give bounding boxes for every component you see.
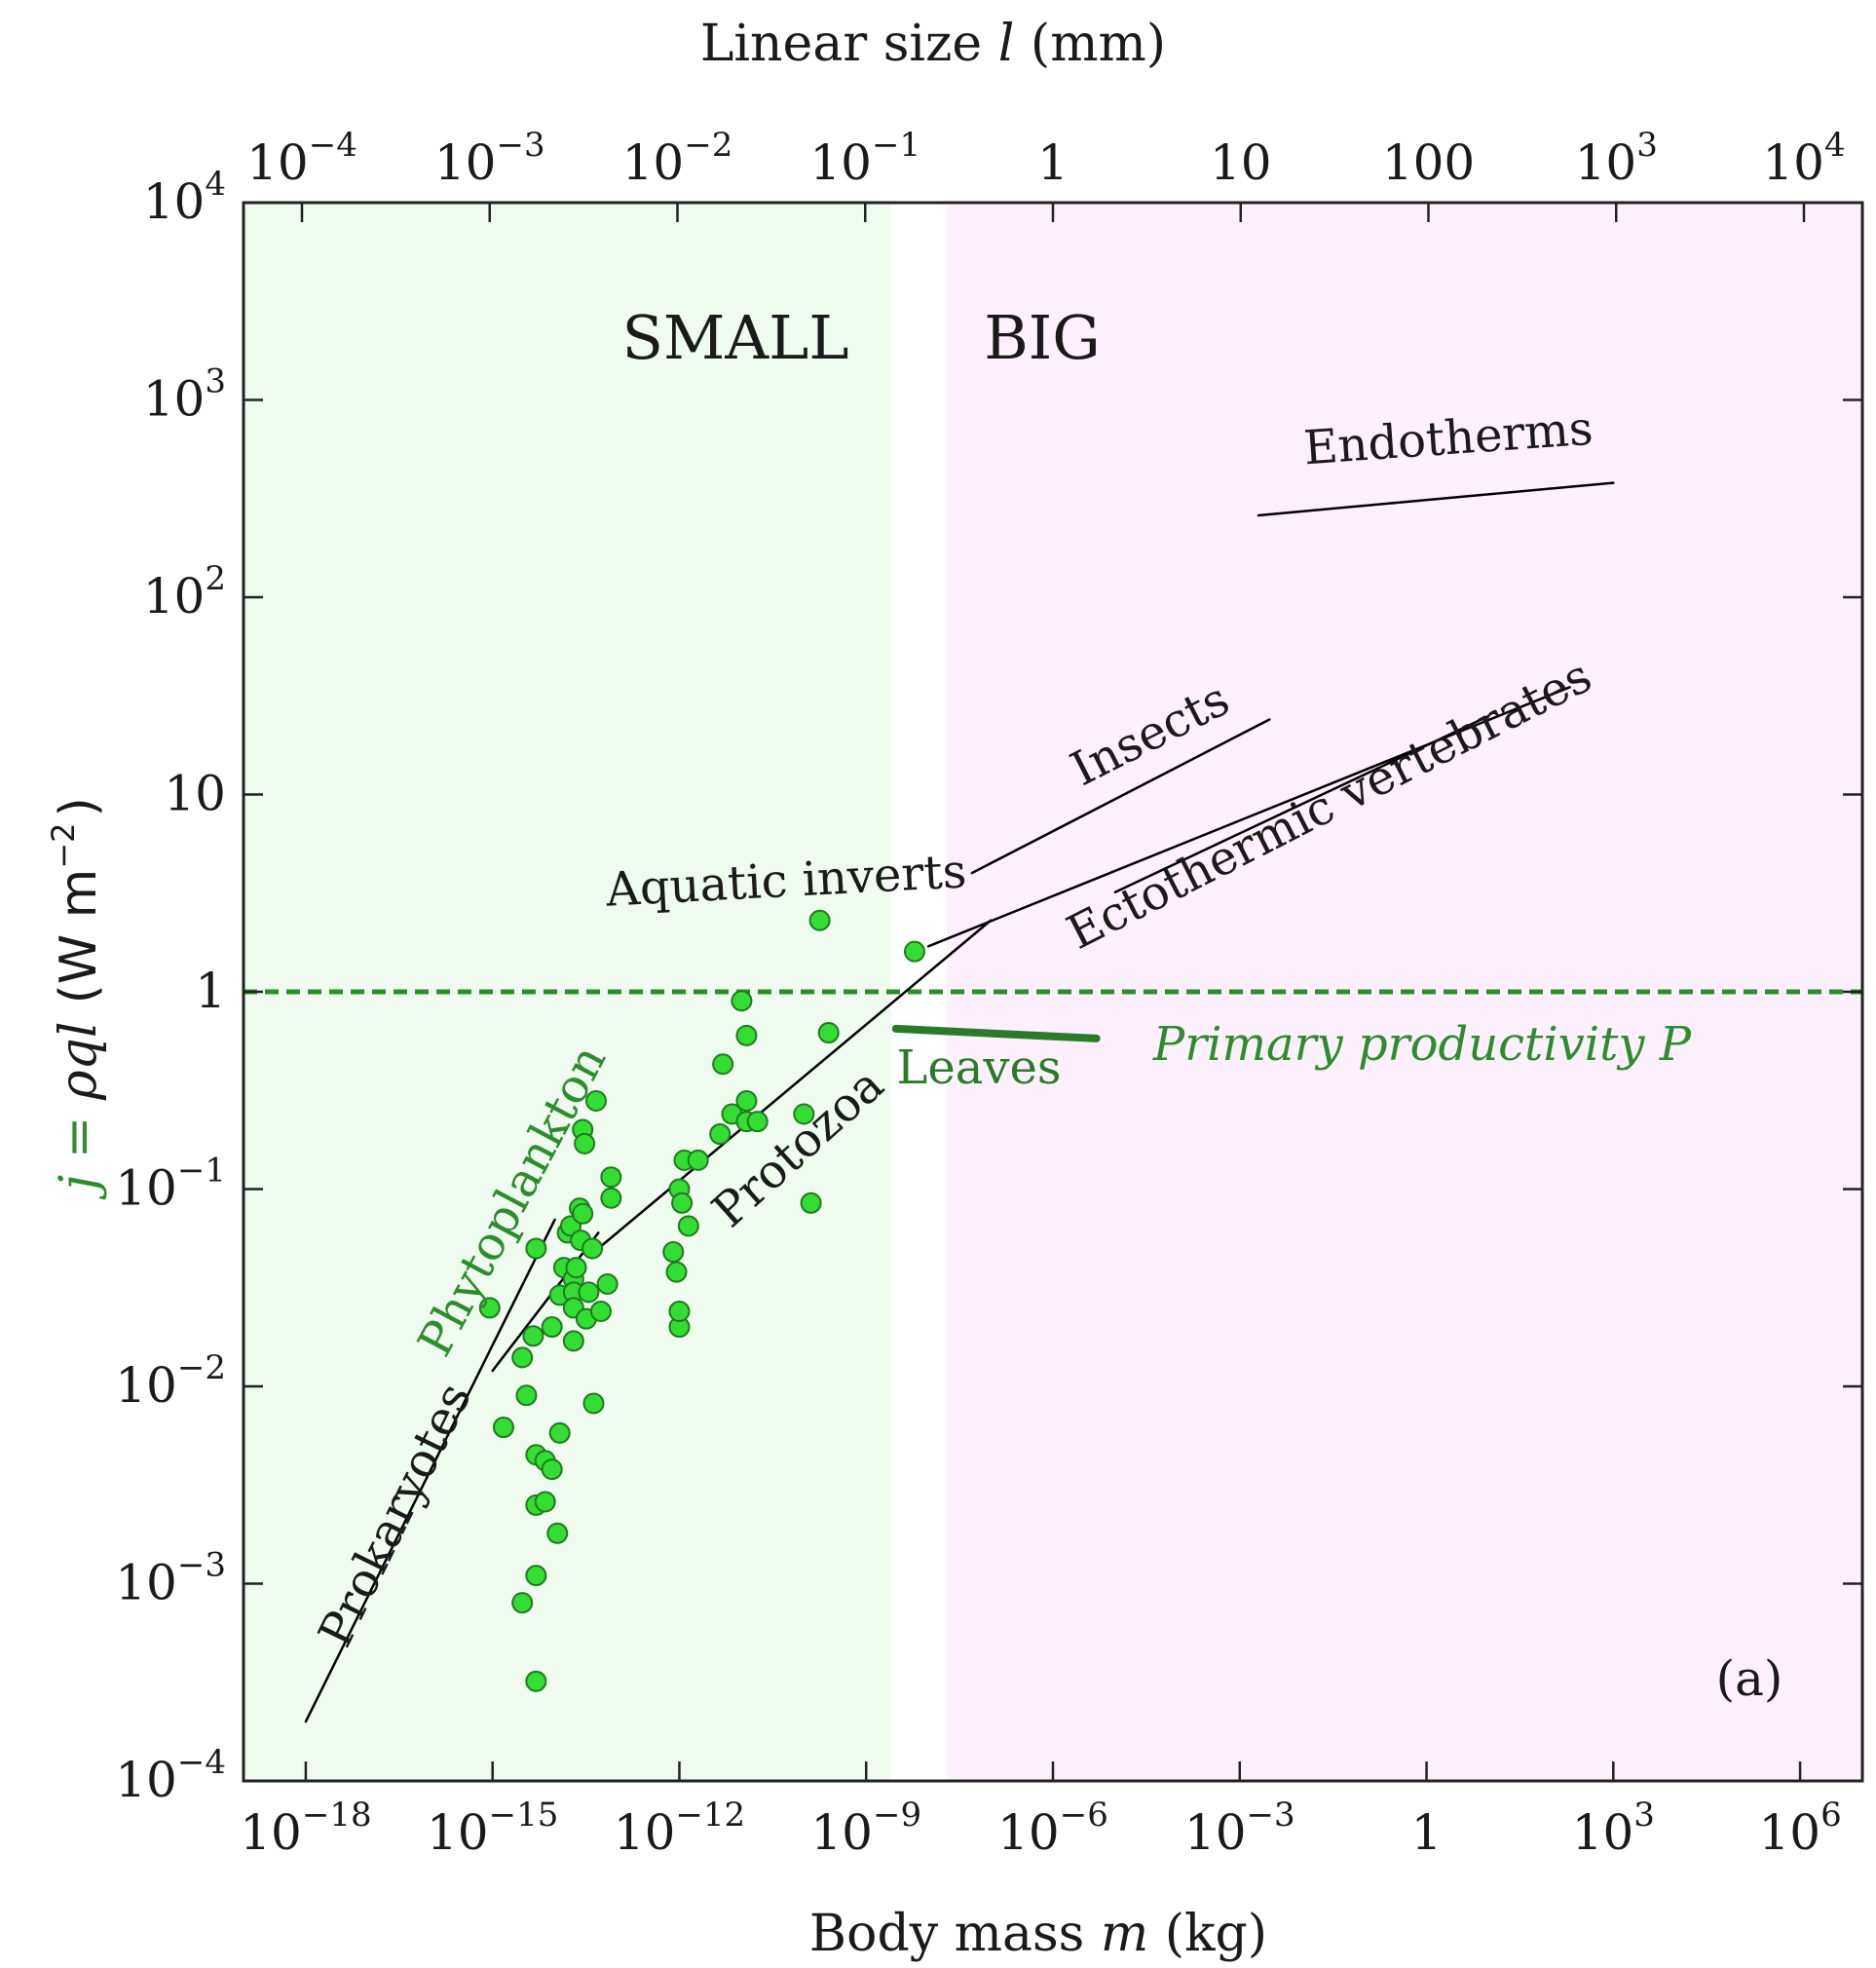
data-point [793, 1103, 815, 1125]
data-point [546, 1522, 569, 1544]
top-tick-label: 10−4 [246, 126, 357, 191]
data-point [668, 1301, 691, 1323]
data-point [712, 1053, 734, 1076]
data-point [534, 1491, 556, 1513]
data-point [731, 990, 753, 1012]
data-point [511, 1346, 534, 1369]
data-point [817, 1022, 840, 1044]
data-point [525, 1565, 547, 1587]
y-tick-label: 104 [143, 165, 226, 230]
top-tick-label: 10−3 [434, 126, 545, 191]
y-tick-label: 10−2 [115, 1348, 226, 1414]
data-point [596, 1273, 619, 1296]
data-point [589, 1301, 612, 1323]
top-tick-label: 103 [1575, 126, 1658, 191]
data-point [800, 1192, 822, 1214]
data-point [600, 1187, 622, 1209]
x-tick-label: 103 [1572, 1796, 1655, 1861]
top-tick-label: 10−1 [809, 126, 920, 191]
data-point [746, 1111, 769, 1133]
data-point [709, 1123, 732, 1146]
fit-line-ectothermic-vertebrates [926, 686, 1571, 948]
data-point [687, 1149, 709, 1171]
data-point [492, 1417, 514, 1439]
fit-line-ectothermic-vertebrates [1113, 714, 1490, 893]
x-tick-label: 10−12 [614, 1796, 745, 1861]
data-point [600, 1166, 622, 1189]
x-tick-label: 10−3 [1184, 1796, 1295, 1861]
y-tick-label: 10−4 [115, 1743, 226, 1808]
data-point [578, 1281, 600, 1304]
data-point [677, 1215, 699, 1237]
data-point [582, 1392, 605, 1415]
fit-line-insects [970, 718, 1271, 875]
x-tick-label: 106 [1758, 1796, 1841, 1861]
data-point [735, 1089, 758, 1112]
x-tick-label: 10−9 [810, 1796, 921, 1861]
data-point [671, 1192, 694, 1214]
data-point [525, 1237, 547, 1260]
phytoplankton-points [478, 909, 925, 1692]
data-point [548, 1421, 571, 1444]
top-tick-label: 10−2 [622, 126, 733, 191]
axis-ticks [244, 201, 1862, 1783]
data-point [572, 1202, 594, 1225]
panel-label: (a) [1716, 1650, 1783, 1707]
y-tick-label: 1 [195, 963, 226, 1019]
top-tick-label: 104 [1762, 126, 1845, 191]
y-tick-label: 10−1 [115, 1152, 226, 1217]
x-tick-label: 10−18 [240, 1796, 371, 1861]
data-point [541, 1458, 563, 1481]
data-point [903, 940, 925, 963]
data-point [584, 1089, 607, 1112]
data-point [662, 1241, 685, 1264]
data-point [735, 1024, 758, 1046]
y-tick-label: 10−3 [115, 1546, 226, 1611]
top-tick-label: 100 [1382, 134, 1475, 191]
data-point [525, 1670, 547, 1692]
y-tick-label: 103 [143, 362, 226, 428]
data-point [478, 1297, 501, 1319]
top-tick-label: 1 [1037, 134, 1069, 191]
data-point [665, 1261, 688, 1283]
fit-line-leaves [891, 1024, 1101, 1042]
fit-line-aquatic-inverts [597, 919, 993, 1250]
data-point [522, 1325, 544, 1347]
x-tick-label: 10−6 [997, 1796, 1108, 1861]
axis-tick-labels: 10−18 10−15 10−12 10−9 10−6 10−3 1 103 106 10−4 10… [115, 126, 1845, 1861]
leaves-label: Leaves [896, 1041, 1061, 1095]
x-tick-label: 10−15 [427, 1796, 558, 1861]
primary-productivity-label: Primary productivity P [1152, 1017, 1692, 1072]
big-region-label: BIG [984, 302, 1101, 373]
top-axis-title: Linear size l (mm) [700, 15, 1166, 73]
x-axis-title: Body mass m (kg) [809, 1905, 1267, 1963]
data-point [565, 1257, 587, 1279]
fit-line-endotherms [1257, 481, 1615, 517]
data-point [574, 1132, 596, 1154]
fit-lines [304, 481, 1615, 1723]
y-tick-label: 102 [143, 559, 226, 624]
data-point [515, 1384, 538, 1407]
data-point [808, 909, 831, 931]
data-point [582, 1237, 604, 1260]
fit-line-prokaryotes [304, 1218, 556, 1723]
top-tick-label: 10 [1210, 134, 1272, 191]
fit-line-protozoa [491, 1231, 600, 1373]
data-point [541, 1316, 563, 1339]
data-point [562, 1330, 584, 1352]
y-tick-label: 10 [164, 766, 226, 822]
data-point [511, 1592, 534, 1614]
y-axis-title: j = ρql(W m−2) [45, 797, 108, 1200]
x-tick-label: 1 [1411, 1804, 1443, 1861]
small-region-label: SMALL [621, 302, 848, 373]
